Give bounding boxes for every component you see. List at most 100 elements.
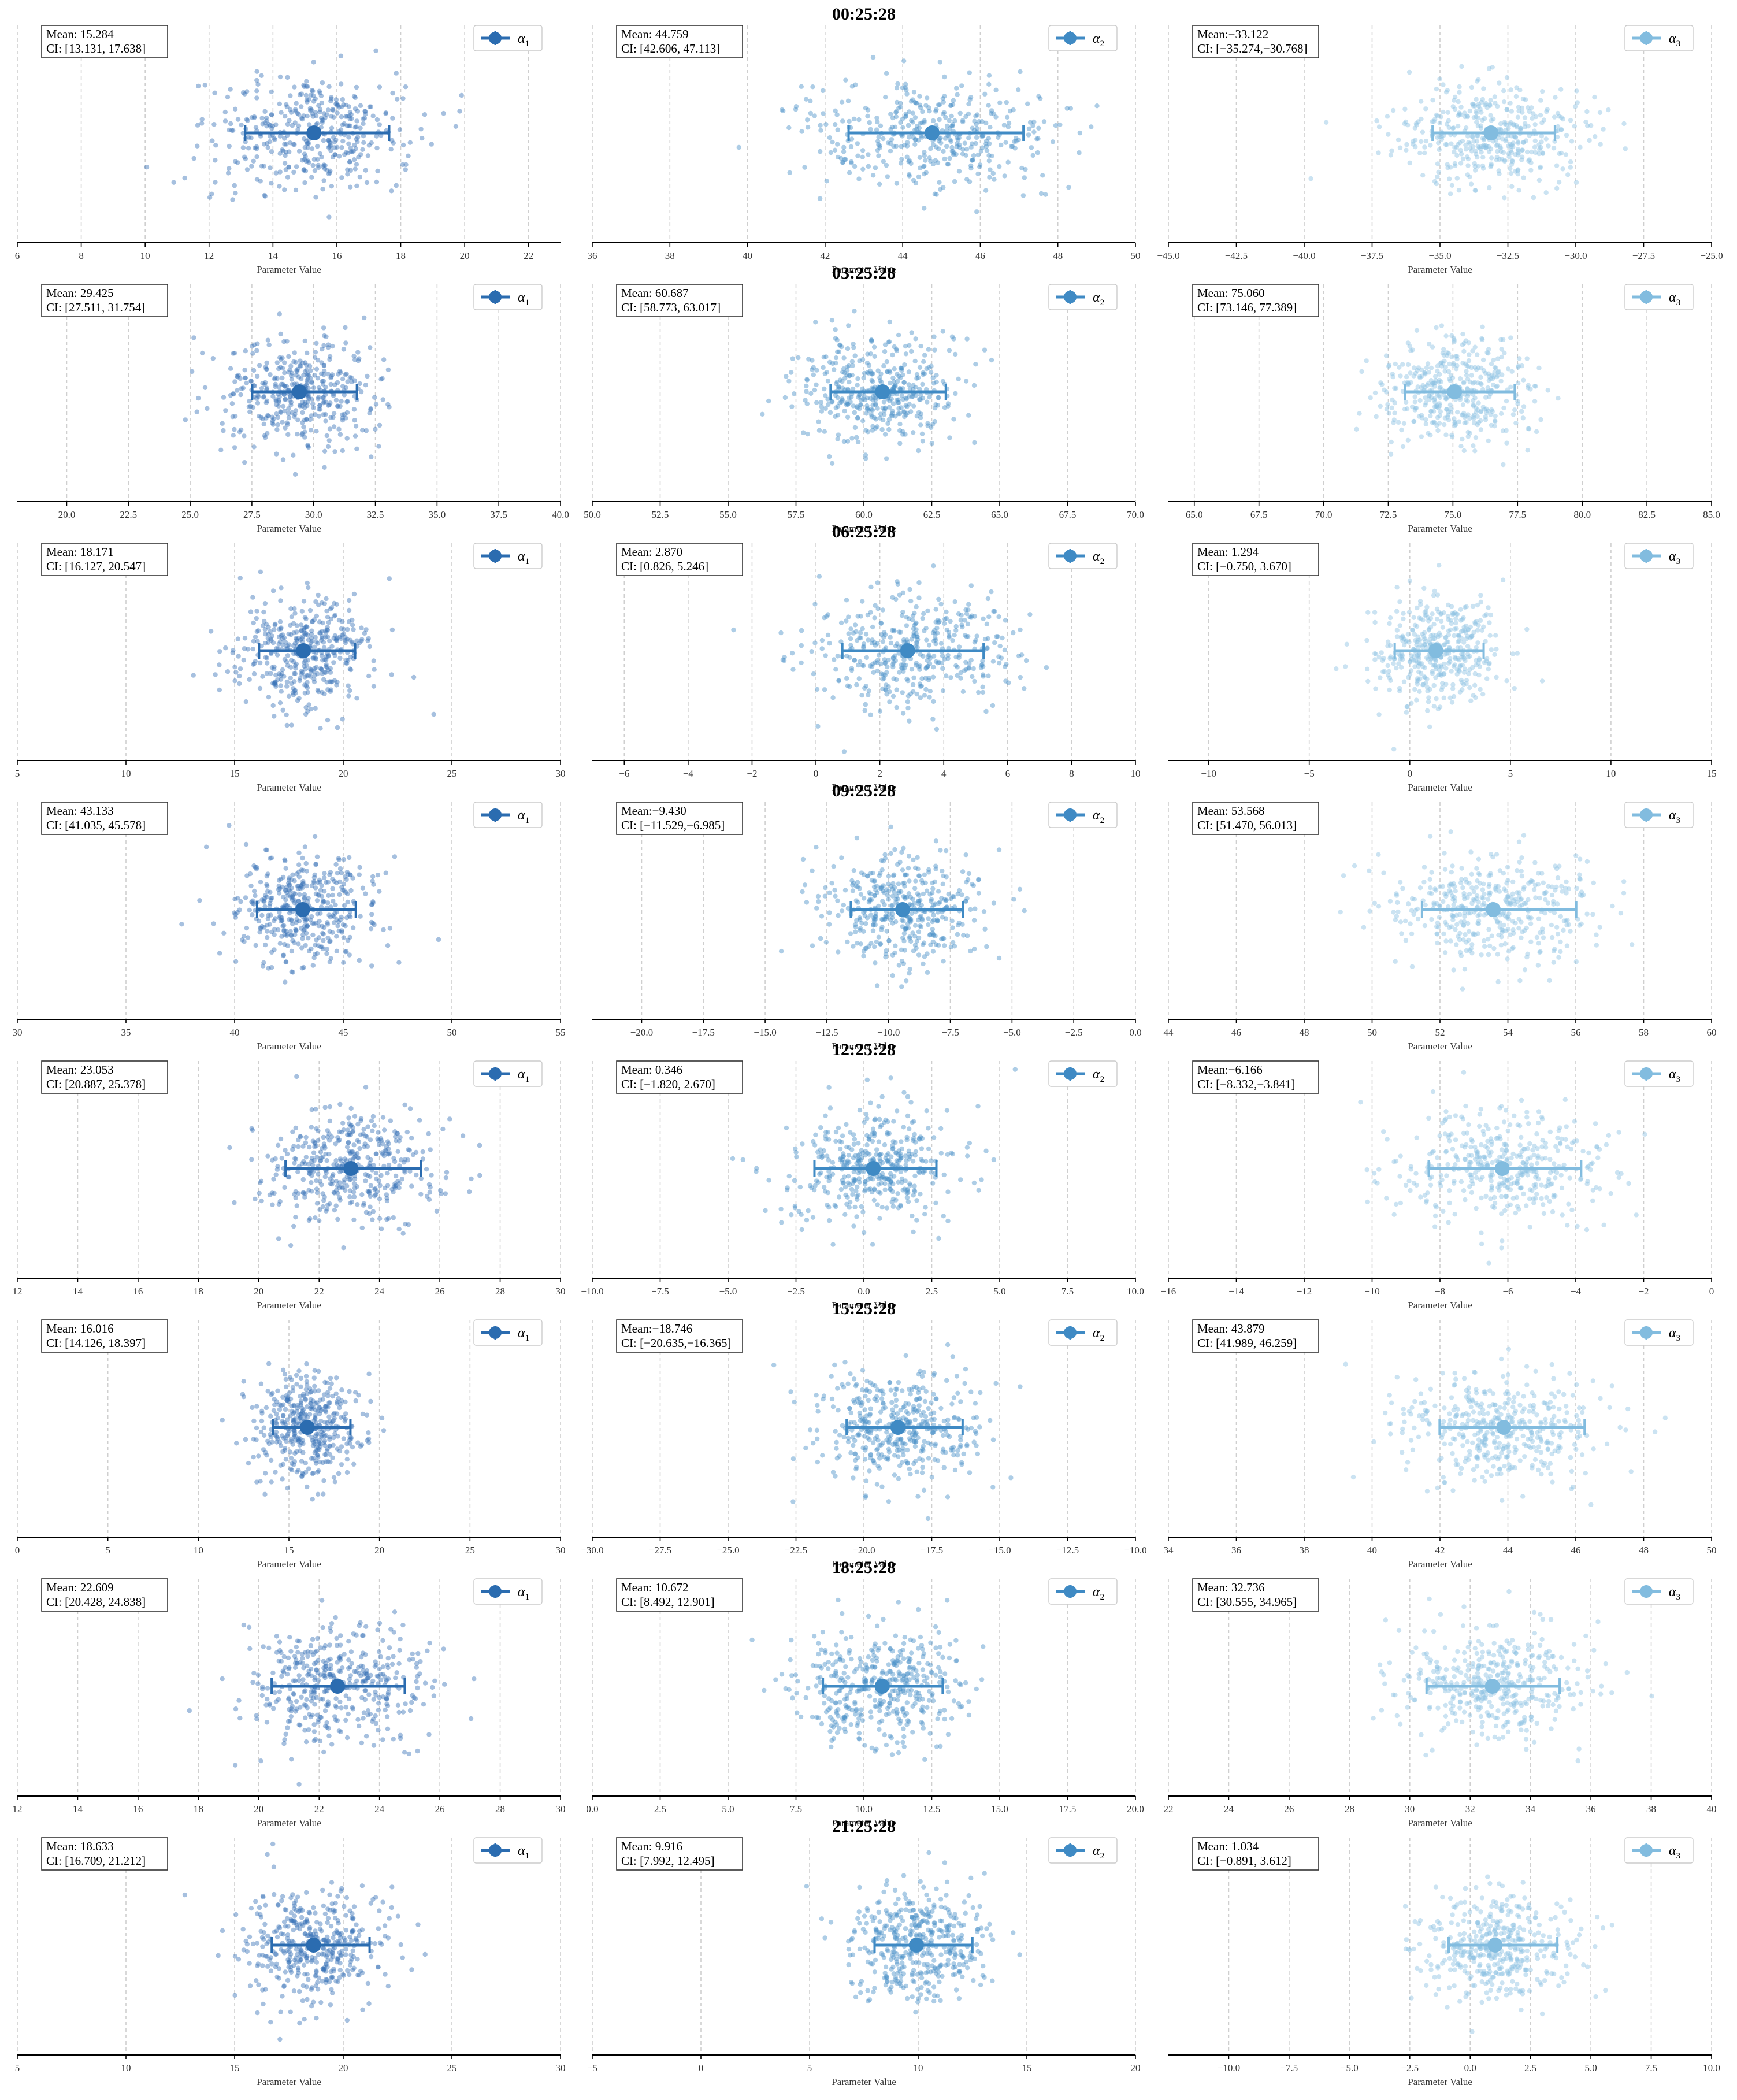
sample-point: [1438, 403, 1442, 408]
sample-point: [1397, 689, 1402, 693]
sample-point: [823, 393, 827, 398]
sample-point: [912, 886, 917, 891]
sample-point: [1498, 379, 1503, 383]
sample-point: [1466, 434, 1471, 439]
sample-point: [1415, 606, 1419, 610]
x-tick-label: 57.5: [788, 509, 805, 520]
sample-point: [1057, 123, 1062, 127]
sample-point: [808, 99, 812, 103]
sample-point: [244, 699, 248, 704]
sample-point: [847, 631, 851, 636]
sample-point: [294, 917, 299, 922]
sample-point: [804, 389, 808, 394]
sample-point: [1460, 617, 1465, 622]
sample-point: [938, 848, 942, 852]
sample-point: [1035, 136, 1040, 141]
x-tick-label: 55.0: [719, 509, 737, 520]
sample-point: [1408, 659, 1412, 664]
sample-point: [335, 680, 339, 684]
sample-point: [1376, 712, 1381, 717]
sample-point: [325, 936, 330, 940]
sample-point: [905, 140, 910, 144]
sample-point: [338, 432, 343, 437]
sample-point: [841, 366, 846, 371]
sample-point: [1006, 680, 1011, 685]
sample-point: [842, 409, 847, 413]
sample-point: [1434, 423, 1439, 428]
sample-point: [1396, 661, 1401, 666]
sample-point: [265, 413, 270, 418]
sample-point: [248, 609, 253, 614]
sample-point: [907, 971, 911, 975]
sample-point: [1470, 134, 1475, 139]
sample-point: [907, 719, 911, 724]
sample-point: [304, 93, 309, 98]
sample-point: [429, 142, 434, 146]
sample-point: [918, 393, 923, 398]
x-tick-label: 10: [1131, 768, 1141, 779]
sample-point: [1471, 398, 1475, 403]
sample-point: [316, 593, 321, 598]
sample-point: [207, 195, 212, 200]
sample-point: [921, 359, 926, 364]
sample-point: [907, 382, 911, 387]
sample-point: [895, 372, 899, 376]
sample-point: [274, 402, 279, 407]
sample-point: [964, 147, 969, 151]
sample-point: [848, 636, 853, 641]
sample-point: [926, 916, 931, 921]
sample-point: [1481, 358, 1486, 362]
sample-point: [1373, 391, 1378, 395]
sample-point: [860, 599, 864, 604]
sample-point: [853, 83, 858, 87]
sample-point: [294, 164, 299, 169]
sample-point: [974, 135, 979, 140]
sample-point: [1481, 86, 1486, 91]
sample-point: [866, 637, 870, 642]
sample-point: [899, 157, 904, 161]
sample-point: [269, 126, 274, 131]
sample-point: [348, 666, 352, 671]
sample-point: [339, 175, 344, 180]
sample-point: [889, 851, 893, 856]
sample-point: [915, 891, 920, 896]
sample-point: [1552, 114, 1557, 119]
sample-point: [254, 616, 259, 621]
sample-point: [778, 630, 783, 635]
sample-point: [944, 897, 949, 902]
sample-point: [336, 427, 341, 432]
sample-point: [306, 585, 310, 590]
sample-point: [1432, 589, 1437, 593]
sample-point: [1541, 151, 1545, 156]
sample-point: [254, 348, 259, 353]
sample-point: [1078, 131, 1082, 135]
x-tick-label: 42: [820, 250, 830, 261]
sample-point: [303, 667, 307, 671]
sample-point: [230, 197, 235, 202]
sample-point: [1396, 138, 1401, 142]
sample-point: [823, 885, 827, 890]
sample-point: [833, 122, 837, 127]
sample-point: [369, 912, 374, 917]
sample-point: [861, 953, 866, 958]
stats-ci: CI: [13.131, 17.638]: [46, 42, 146, 55]
sample-point: [964, 336, 969, 341]
sample-point: [320, 690, 324, 695]
sample-point: [907, 854, 911, 858]
sample-point: [894, 677, 899, 682]
sample-point: [976, 690, 981, 695]
scatter-points: [183, 311, 392, 477]
sample-point: [1481, 143, 1486, 147]
sample-point: [263, 848, 268, 852]
sample-point: [269, 112, 274, 117]
sample-point: [893, 944, 897, 948]
sample-point: [898, 120, 903, 125]
sample-point: [812, 388, 817, 392]
x-tick-label: 32.5: [367, 509, 384, 520]
sample-point: [339, 399, 343, 403]
sample-point: [1482, 407, 1487, 411]
sample-point: [804, 900, 809, 904]
x-tick-label: −25.0: [1700, 250, 1723, 261]
sample-point: [321, 164, 325, 169]
sample-point: [1003, 618, 1008, 622]
